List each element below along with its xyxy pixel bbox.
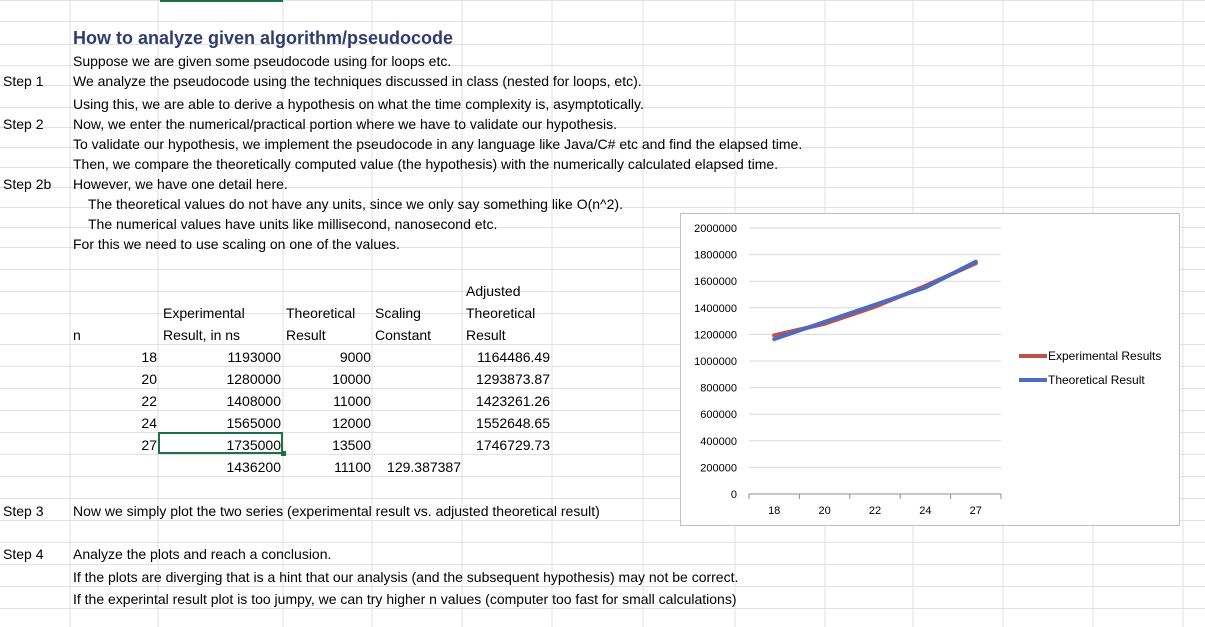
series-line: [772, 259, 978, 342]
text-line[interactable]: Using this, we are able to derive a hypo…: [73, 96, 644, 112]
header-experimental[interactable]: Experimental: [163, 305, 245, 321]
header-n[interactable]: n: [73, 327, 81, 343]
text-line[interactable]: The numerical values have units like mil…: [88, 216, 498, 232]
header-theoretical-2[interactable]: Result: [286, 327, 326, 343]
step-4-label: Step 4: [3, 546, 44, 562]
header-adjusted-2[interactable]: Theoretical: [466, 305, 536, 321]
x-tick-label: 27: [970, 505, 982, 517]
text-line[interactable]: Now, we enter the numerical/practical po…: [73, 116, 617, 132]
header-scaling[interactable]: Scaling: [375, 305, 421, 321]
header-theoretical[interactable]: Theoretical: [286, 305, 356, 321]
cell-exp[interactable]: 1565000: [226, 415, 281, 431]
selected-cell[interactable]: [158, 432, 283, 454]
text-line[interactable]: For this we need to use scaling on one o…: [73, 236, 400, 252]
y-tick-label: 1400000: [694, 303, 737, 315]
step-2-label: Step 2: [3, 116, 44, 132]
cell-exp[interactable]: 1735000: [226, 437, 281, 453]
cell-n[interactable]: 20: [141, 371, 157, 387]
cell-theo[interactable]: 10000: [332, 371, 371, 387]
x-tick-label: 24: [919, 505, 931, 517]
cell-n[interactable]: 18: [141, 349, 157, 365]
column-header-highlight: [160, 0, 283, 2]
y-tick-label: 1200000: [694, 329, 737, 341]
y-tick-label: 0: [731, 489, 737, 501]
text-line[interactable]: The theoretical values do not have any u…: [88, 196, 623, 212]
series-line: [772, 261, 978, 338]
text-line[interactable]: If the plots are diverging that is a hin…: [73, 569, 739, 585]
y-tick-label: 2000000: [694, 223, 737, 235]
text-line[interactable]: Suppose we are given some pseudocode usi…: [73, 53, 452, 69]
y-tick-label: 1000000: [694, 356, 737, 368]
x-tick-label: 20: [818, 505, 830, 517]
cell-adj[interactable]: 1293873.87: [476, 371, 550, 387]
y-tick-label: 400000: [700, 436, 737, 448]
legend-label: Experimental Results: [1048, 349, 1161, 363]
cell-exp[interactable]: 1280000: [226, 371, 281, 387]
step-2b-label: Step 2b: [3, 176, 52, 192]
text-line[interactable]: If the experintal result plot is too jum…: [73, 591, 737, 607]
line-chart[interactable]: 0 200000 400000 600000 800000 1000000 1200000 1…: [680, 213, 1180, 526]
chart-canvas: 0 200000 400000 600000 800000 1000000 1200000 1…: [694, 223, 1161, 517]
cell-exp[interactable]: 1193000: [227, 349, 281, 365]
cell-n[interactable]: 27: [141, 437, 157, 453]
y-tick-label: 200000: [700, 462, 737, 474]
y-tick-label: 1800000: [694, 250, 737, 262]
cell-scaling-constant[interactable]: 129.387387: [387, 459, 461, 475]
y-tick-label: 1600000: [694, 276, 737, 288]
cell-adj[interactable]: 1746729.73: [476, 437, 550, 453]
header-scaling-2[interactable]: Constant: [375, 327, 432, 343]
step-1-label: Step 1: [3, 73, 44, 89]
cell-adj[interactable]: 1423261.26: [476, 393, 550, 409]
x-tick-label: 18: [768, 505, 780, 517]
cell-theo[interactable]: 13500: [332, 437, 371, 453]
cell-adj[interactable]: 1552648.65: [476, 415, 550, 431]
text-line[interactable]: However, we have one detail here.: [73, 176, 288, 192]
header-experimental-2[interactable]: Result, in ns: [163, 327, 241, 343]
fill-handle[interactable]: [281, 451, 286, 456]
page-title: How to analyze given algorithm/pseudocod…: [73, 28, 454, 48]
text-line[interactable]: Then, we compare the theoretically compu…: [73, 156, 779, 172]
cell-n[interactable]: 24: [141, 415, 157, 431]
legend-label: Theoretical Result: [1048, 373, 1145, 387]
cell-exp[interactable]: 1408000: [226, 393, 281, 409]
header-adjusted-3[interactable]: Result: [466, 327, 506, 343]
text-line[interactable]: Now we simply plot the two series (exper…: [73, 503, 600, 519]
cell-avg-theo[interactable]: 11100: [334, 459, 371, 475]
cell-theo[interactable]: 11000: [333, 393, 371, 409]
cell-avg-exp[interactable]: 1436200: [226, 459, 281, 475]
cell-adj[interactable]: 1164486.49: [477, 349, 550, 365]
header-adjusted[interactable]: Adjusted: [466, 283, 521, 299]
step-3-label: Step 3: [3, 503, 44, 519]
cell-theo[interactable]: 12000: [332, 415, 371, 431]
x-tick-label: 22: [869, 505, 881, 517]
y-tick-label: 600000: [700, 409, 737, 421]
cell-n[interactable]: 22: [141, 393, 157, 409]
text-line[interactable]: Analyze the plots and reach a conclusion…: [73, 546, 332, 562]
cell-theo[interactable]: 9000: [339, 349, 371, 365]
text-line[interactable]: To validate our hypothesis, we implement…: [73, 136, 803, 152]
text-line[interactable]: We analyze the pseudocode using the tech…: [73, 73, 642, 89]
y-tick-label: 800000: [700, 383, 737, 395]
